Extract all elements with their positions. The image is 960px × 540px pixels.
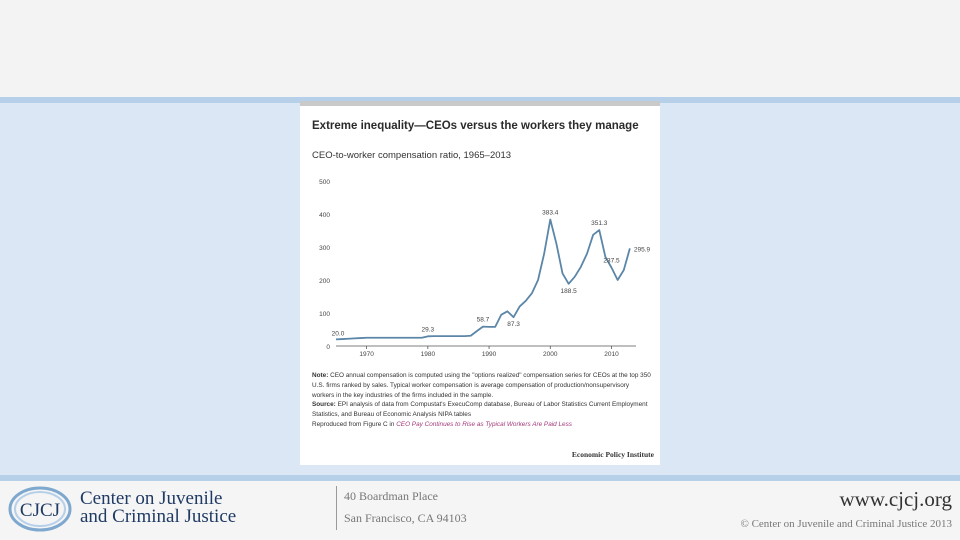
chart-title: Extreme inequality—CEOs versus the worke… [312, 120, 639, 132]
data-label: 20.0 [332, 330, 345, 337]
data-label: 351.3 [591, 220, 608, 227]
y-tick-label: 300 [319, 245, 330, 252]
note-text: CEO annual compensation is computed usin… [312, 372, 651, 399]
reproduced-link[interactable]: CEO Pay Continues to Rise as Typical Wor… [396, 420, 572, 428]
line-chart: 0 100 200 300 400 500 1970 1980 1990 2000 2010 20.0… [319, 179, 651, 358]
data-label: 58.7 [477, 317, 490, 324]
address-line2: San Francisco, CA 94103 [344, 511, 467, 525]
y-tick-label: 500 [319, 179, 330, 186]
chart-card: Extreme inequality—CEOs versus the worke… [300, 101, 660, 465]
chart-notes: Note: CEO annual compensation is compute… [312, 371, 652, 430]
bottom-rule [0, 475, 960, 481]
data-label: 295.9 [634, 246, 651, 253]
top-band [0, 0, 960, 97]
data-label: 237.5 [603, 258, 620, 265]
chart-credit: Economic Policy Institute [571, 450, 654, 459]
chart-subtitle: CEO-to-worker compensation ratio, 1965–2… [312, 150, 512, 161]
card-top-bar [300, 101, 660, 106]
website-link[interactable]: www.cjcj.org [839, 487, 952, 511]
cjcj-logo-icon: CJCJ [8, 486, 72, 532]
source-label: Source: [312, 401, 336, 409]
x-tick-label: 1980 [421, 351, 436, 358]
address-line1: 40 Boardman Place [344, 489, 438, 503]
copyright: © Center on Juvenile and Criminal Justic… [740, 518, 952, 530]
data-label: 29.3 [422, 326, 435, 333]
org-name-line2: and Criminal Justice [80, 506, 237, 527]
note-label: Note: [312, 372, 329, 379]
x-tick-label: 1970 [359, 351, 374, 358]
x-tick-label: 2000 [543, 351, 558, 358]
y-tick-label: 200 [319, 278, 330, 285]
reproduced-text: Reproduced from Figure C in [312, 420, 395, 428]
y-tick-label: 100 [319, 311, 330, 318]
series-line [335, 218, 631, 341]
source-text: EPI analysis of data from Compustat's Ex… [312, 401, 648, 419]
footer [0, 481, 960, 540]
logo-text: CJCJ [20, 500, 60, 521]
y-tick-label: 0 [326, 344, 330, 351]
top-rule [0, 97, 960, 103]
data-label: 87.3 [507, 321, 520, 328]
org-name-line1: Center on Juvenile [80, 488, 223, 509]
x-tick-label: 2010 [604, 351, 619, 358]
data-label: 188.5 [561, 288, 578, 295]
x-tick-label: 1990 [482, 351, 497, 358]
footer-divider [336, 486, 337, 530]
data-label: 383.4 [542, 209, 559, 216]
y-tick-label: 400 [319, 212, 330, 219]
